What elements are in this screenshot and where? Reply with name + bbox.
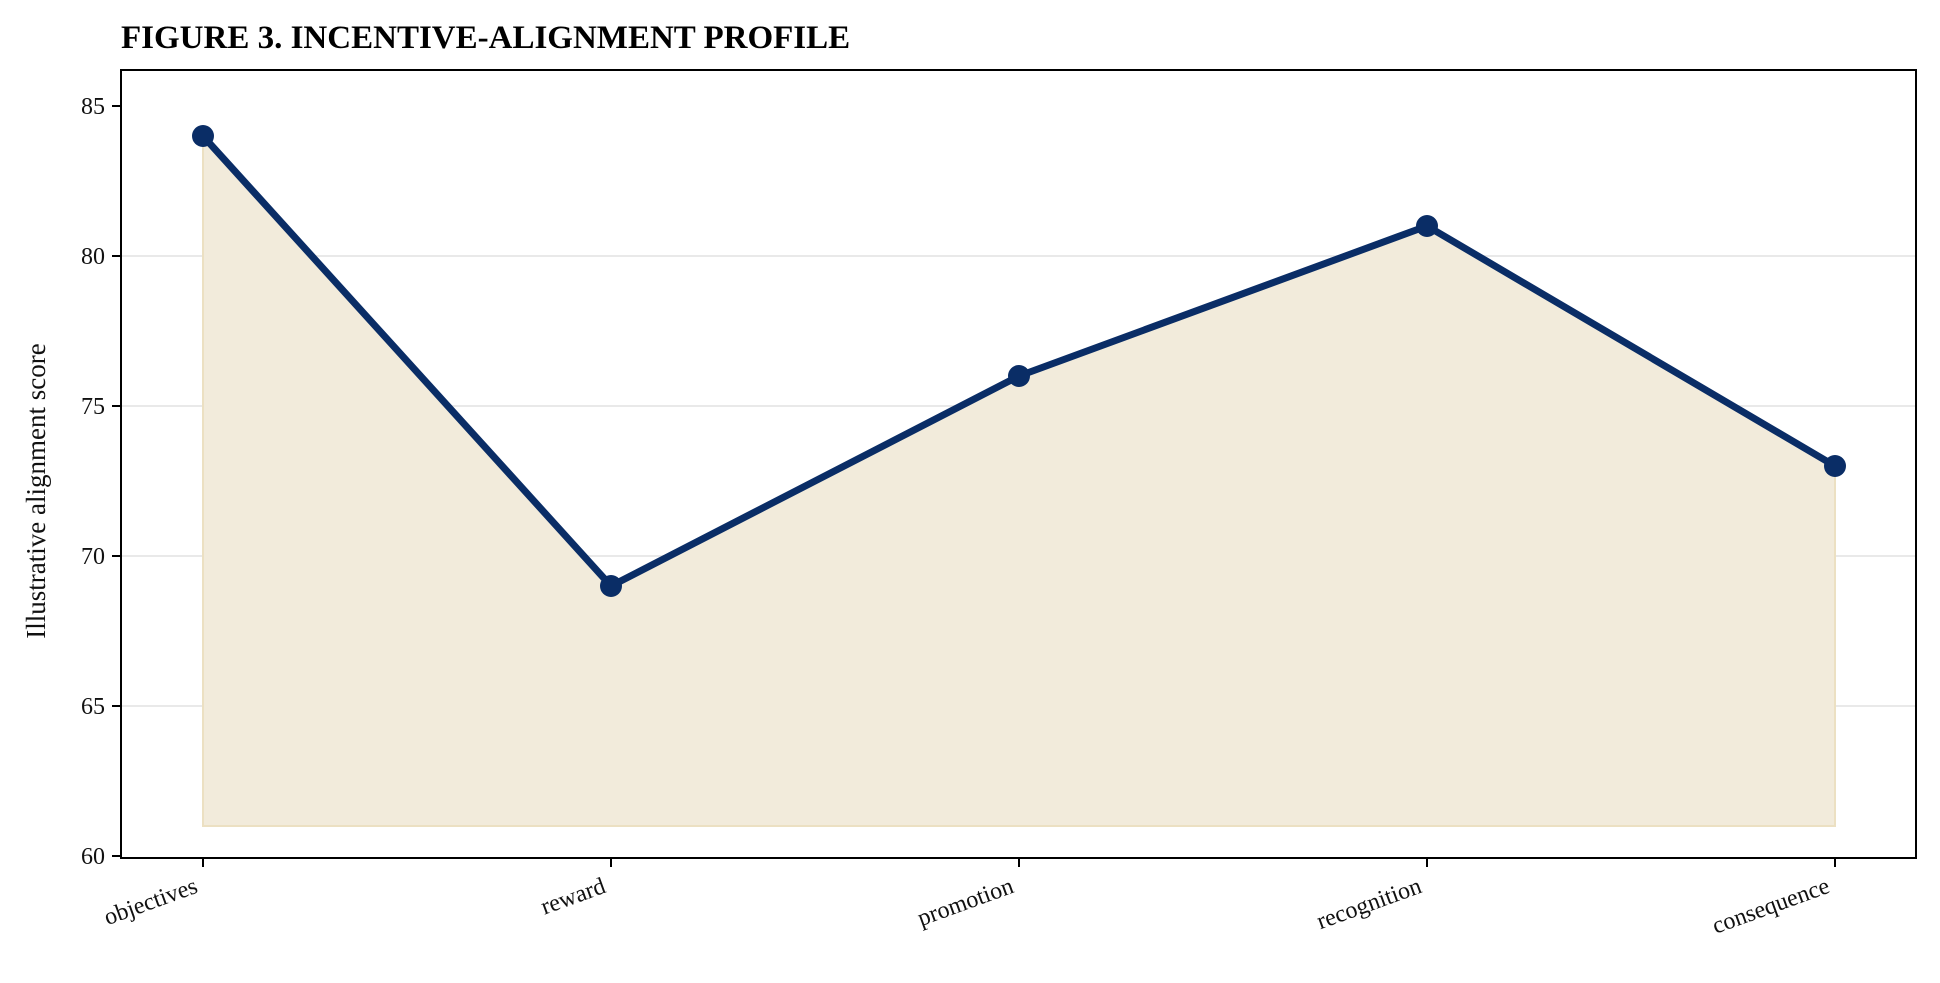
y-axis-label: Illustrative alignment score	[21, 343, 51, 638]
y-tick-label: 85	[81, 94, 105, 120]
y-axis: 60 65 70 75 80 85	[81, 94, 121, 870]
y-tick-label: 60	[81, 844, 105, 870]
y-tick-label: 80	[81, 244, 105, 270]
data-point	[1008, 365, 1030, 387]
x-tick-label: recognition	[1313, 873, 1425, 935]
y-tick-label: 70	[81, 544, 105, 570]
x-tick-label: objectives	[101, 873, 201, 931]
x-tick-label: promotion	[914, 873, 1017, 932]
x-axis: objectives reward promotion recognition cons…	[101, 858, 1836, 940]
chart-title: FIGURE 3. INCENTIVE-ALIGNMENT PROFILE	[121, 20, 850, 56]
area-layer	[202, 133, 1836, 827]
area-fill	[202, 133, 1836, 827]
y-tick-label: 75	[81, 394, 105, 420]
series-layer	[192, 125, 1846, 597]
data-point	[192, 125, 214, 147]
data-point	[1824, 455, 1846, 477]
data-point	[600, 575, 622, 597]
y-tick-label: 65	[81, 694, 105, 720]
data-point	[1416, 215, 1438, 237]
x-tick-label: reward	[538, 873, 609, 920]
x-tick-label: consequence	[1709, 873, 1833, 939]
